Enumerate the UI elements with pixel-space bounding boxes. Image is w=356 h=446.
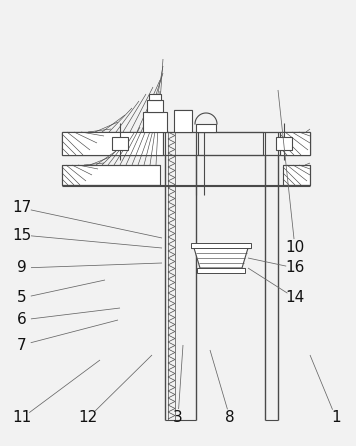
Bar bbox=[191, 243, 251, 248]
Text: 12: 12 bbox=[78, 410, 98, 425]
Polygon shape bbox=[62, 132, 163, 155]
Polygon shape bbox=[62, 165, 160, 185]
Bar bbox=[196, 124, 216, 132]
Polygon shape bbox=[280, 132, 310, 155]
Text: 1: 1 bbox=[331, 410, 341, 425]
Bar bbox=[174, 110, 192, 132]
Text: 7: 7 bbox=[17, 338, 27, 352]
Bar bbox=[197, 268, 245, 273]
Text: 16: 16 bbox=[285, 260, 305, 276]
Polygon shape bbox=[194, 248, 248, 268]
Text: 15: 15 bbox=[12, 227, 32, 243]
Bar bbox=[112, 137, 128, 150]
Polygon shape bbox=[283, 165, 310, 185]
Text: 11: 11 bbox=[12, 410, 32, 425]
Text: 17: 17 bbox=[12, 201, 32, 215]
Text: 9: 9 bbox=[17, 260, 27, 276]
Bar bbox=[147, 100, 163, 112]
Text: 6: 6 bbox=[17, 313, 27, 327]
Text: 3: 3 bbox=[173, 410, 183, 425]
Text: 5: 5 bbox=[17, 290, 27, 306]
Bar bbox=[143, 112, 167, 132]
Text: 10: 10 bbox=[286, 240, 305, 256]
Bar bbox=[149, 94, 161, 100]
Text: 8: 8 bbox=[225, 410, 235, 425]
Text: 14: 14 bbox=[286, 290, 305, 306]
Bar bbox=[276, 137, 292, 150]
